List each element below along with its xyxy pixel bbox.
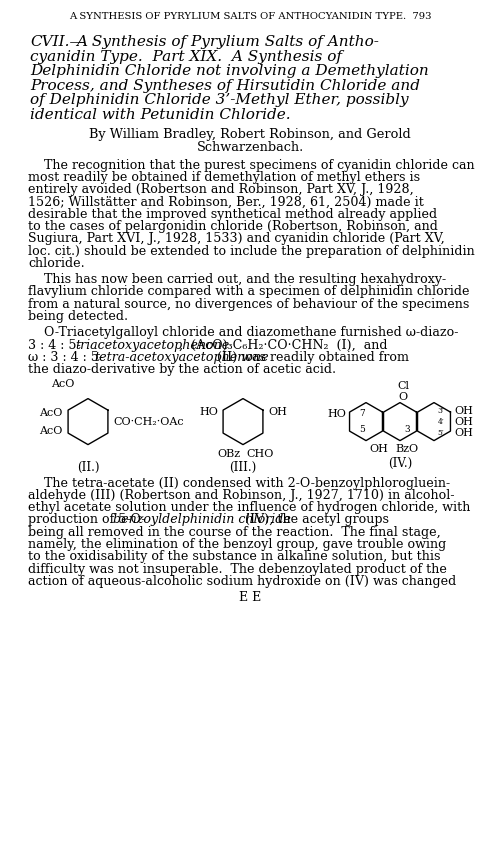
Text: (III.): (III.) bbox=[230, 461, 256, 473]
Text: cyanidin Type.  Part XIX.  A Synthesis of: cyanidin Type. Part XIX. A Synthesis of bbox=[30, 49, 342, 64]
Text: Process, and Syntheses of Hirsutidin Chloride and: Process, and Syntheses of Hirsutidin Chl… bbox=[30, 78, 420, 93]
Text: loc. cit.) should be extended to include the preparation of delphinidin: loc. cit.) should be extended to include… bbox=[28, 245, 475, 258]
Text: most readily be obtained if demethylation of methyl ethers is: most readily be obtained if demethylatio… bbox=[28, 171, 420, 184]
Text: from a natural source, no divergences of behaviour of the specimens: from a natural source, no divergences of… bbox=[28, 298, 469, 311]
Text: AcO: AcO bbox=[50, 378, 74, 388]
Text: The tetra-acetate (II) condensed with 2-O-benzoylphlorogluein-: The tetra-acetate (II) condensed with 2-… bbox=[28, 477, 450, 490]
Text: 5: 5 bbox=[359, 425, 365, 434]
Text: identical with Petunidin Chloride.: identical with Petunidin Chloride. bbox=[30, 107, 290, 122]
Text: difficulty was not insuperable.  The debenzoylated product of the: difficulty was not insuperable. The debe… bbox=[28, 563, 447, 575]
Text: (IV), the acetyl groups: (IV), the acetyl groups bbox=[241, 513, 389, 526]
Text: Delphinidin Chloride not involving a Demethylation: Delphinidin Chloride not involving a Dem… bbox=[30, 64, 429, 78]
Text: By William Bradley, Robert Robinson, and Gerold: By William Bradley, Robert Robinson, and… bbox=[89, 128, 411, 140]
Text: (II) was readily obtained from: (II) was readily obtained from bbox=[212, 351, 408, 364]
Text: 4′: 4′ bbox=[438, 417, 444, 426]
Text: Cl: Cl bbox=[397, 381, 409, 391]
Text: Sugiura, Part XVI, J., 1928, 1533) and cyanidin chloride (Part XV,: Sugiura, Part XVI, J., 1928, 1533) and c… bbox=[28, 232, 445, 246]
Text: the diazo-derivative by the action of acetic acid.: the diazo-derivative by the action of ac… bbox=[28, 363, 336, 377]
Text: 3: 3 bbox=[404, 425, 410, 434]
Text: ethyl acetate solution under the influence of hydrogen chloride, with: ethyl acetate solution under the influen… bbox=[28, 502, 470, 514]
Text: triacetoxyacetophenone: triacetoxyacetophenone bbox=[76, 338, 230, 352]
Text: flavylium chloride compared with a specimen of delphinidin chloride: flavylium chloride compared with a speci… bbox=[28, 286, 469, 298]
Text: tetra-acetoxyacetophenone: tetra-acetoxyacetophenone bbox=[94, 351, 269, 364]
Text: of Delphinidin Chloride 3’-Methyl Ether, possibly: of Delphinidin Chloride 3’-Methyl Ether,… bbox=[30, 93, 408, 107]
Text: CHO: CHO bbox=[246, 449, 274, 459]
Text: A SYNTHESIS OF PYRYLIUM SALTS OF ANTHOCYANIDIN TYPE.  793: A SYNTHESIS OF PYRYLIUM SALTS OF ANTHOCY… bbox=[69, 12, 431, 21]
Text: AcO: AcO bbox=[38, 426, 62, 435]
Text: The recognition that the purest specimens of cyanidin chloride can: The recognition that the purest specimen… bbox=[28, 158, 474, 172]
Text: OH: OH bbox=[268, 406, 287, 416]
Text: (II.): (II.) bbox=[77, 461, 99, 473]
Text: production of 5-O-: production of 5-O- bbox=[28, 513, 146, 526]
Text: aldehyde (III) (Robertson and Robinson, J., 1927, 1710) in alcohol-: aldehyde (III) (Robertson and Robinson, … bbox=[28, 489, 454, 501]
Text: HO: HO bbox=[199, 406, 218, 416]
Text: desirable that the improved synthetical method already applied: desirable that the improved synthetical … bbox=[28, 207, 437, 221]
Text: O: O bbox=[398, 392, 407, 401]
Text: BzO: BzO bbox=[395, 444, 418, 454]
Text: 7: 7 bbox=[359, 409, 365, 418]
Text: A Synthesis of Pyrylium Salts of Antho-: A Synthesis of Pyrylium Salts of Antho- bbox=[76, 35, 379, 49]
Text: OH: OH bbox=[369, 444, 388, 454]
Text: chloride.: chloride. bbox=[28, 257, 84, 270]
Text: to the cases of pelargonidin chloride (Robertson, Robinson, and: to the cases of pelargonidin chloride (R… bbox=[28, 220, 438, 233]
Text: OH: OH bbox=[454, 405, 473, 416]
Text: namely, the elimination of the benzoyl group, gave trouble owing: namely, the elimination of the benzoyl g… bbox=[28, 538, 446, 551]
Text: to the oxidisability of the substance in alkaline solution, but this: to the oxidisability of the substance in… bbox=[28, 551, 440, 564]
Text: Schwarzenbach.: Schwarzenbach. bbox=[196, 140, 304, 154]
Text: 3′: 3′ bbox=[438, 406, 444, 415]
Text: 3 : 4 : 5-: 3 : 4 : 5- bbox=[28, 338, 80, 352]
Text: OBz: OBz bbox=[217, 449, 240, 459]
Text: E E: E E bbox=[239, 592, 261, 604]
Text: action of aqueous-alcoholic sodium hydroxide on (IV) was changed: action of aqueous-alcoholic sodium hydro… bbox=[28, 575, 456, 588]
Text: HO: HO bbox=[327, 409, 346, 418]
Text: OH: OH bbox=[454, 428, 473, 438]
Text: O-Triacetylgalloyl chloride and diazomethane furnished ω-diazo-: O-Triacetylgalloyl chloride and diazomet… bbox=[28, 326, 458, 339]
Text: benzoyldelphinidin chloride: benzoyldelphinidin chloride bbox=[113, 513, 291, 526]
Text: ,  (AcO)₃C₆H₂·CO·CHN₂  (I),  and: , (AcO)₃C₆H₂·CO·CHN₂ (I), and bbox=[180, 338, 388, 352]
Text: AcO: AcO bbox=[38, 408, 62, 417]
Text: entirely avoided (Robertson and Robinson, Part XV, J., 1928,: entirely avoided (Robertson and Robinson… bbox=[28, 183, 414, 196]
Text: being detected.: being detected. bbox=[28, 310, 128, 323]
Text: OH: OH bbox=[454, 416, 473, 427]
Text: CVII.—: CVII.— bbox=[30, 35, 85, 49]
Text: (IV.): (IV.) bbox=[388, 456, 412, 469]
Text: 1526; Willstätter and Robinson, Ber., 1928, 61, 2504) made it: 1526; Willstätter and Robinson, Ber., 19… bbox=[28, 196, 424, 208]
Text: ω : 3 : 4 : 5-: ω : 3 : 4 : 5- bbox=[28, 351, 103, 364]
Text: This has now been carried out, and the resulting hexahydroxy-: This has now been carried out, and the r… bbox=[28, 273, 446, 286]
Text: being all removed in the course of the reaction.  The final stage,: being all removed in the course of the r… bbox=[28, 526, 441, 539]
Text: CO·CH₂·OAc: CO·CH₂·OAc bbox=[113, 416, 184, 427]
Text: 5′: 5′ bbox=[438, 428, 444, 437]
